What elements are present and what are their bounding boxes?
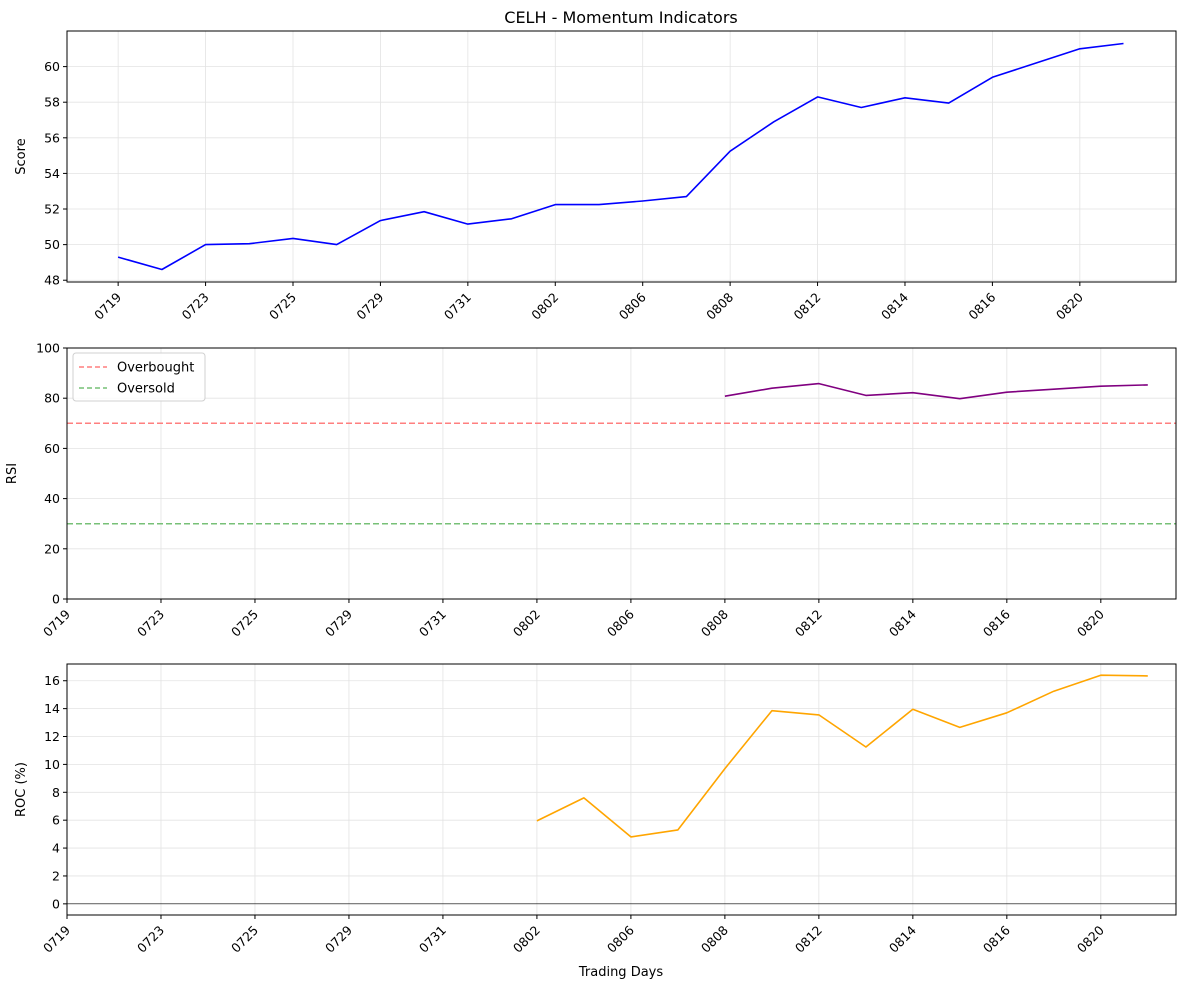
- series-line: [117, 42, 1124, 271]
- rsi-y-axis-label: RSI: [5, 463, 20, 484]
- legend-oversold-label: Oversold: [117, 382, 175, 397]
- y-tick-label: 48: [44, 273, 60, 288]
- roc-y-ticks: 0 2 4 6 8 10 12 14 16: [44, 673, 67, 911]
- score-axes-frame: [66, 30, 1177, 283]
- score-y-axis-label: Score: [14, 138, 29, 174]
- y-tick-label: 20: [44, 541, 60, 556]
- rsi-series: [724, 382, 1148, 400]
- y-tick-label: 2: [52, 868, 60, 883]
- score-series: [117, 42, 1124, 271]
- rsi-reference-lines: [67, 422, 1176, 525]
- y-tick-label: 0: [52, 592, 60, 607]
- y-tick-label: 6: [52, 813, 60, 828]
- y-tick-label: 14: [44, 701, 60, 716]
- y-tick-label: 16: [44, 673, 60, 688]
- series-line: [724, 382, 1148, 400]
- y-tick-label: 8: [52, 785, 60, 800]
- y-tick-label: 10: [44, 757, 60, 772]
- roc-x-axis-label: Trading Days: [578, 965, 663, 980]
- y-tick-label: 58: [44, 95, 60, 110]
- figure-title: CELH - Momentum Indicators: [504, 8, 737, 27]
- roc-series: [536, 674, 1148, 838]
- score-y-ticks: 48 50 52 54 56 58 60: [44, 59, 67, 288]
- y-tick-label: 80: [44, 391, 60, 406]
- y-tick-label: 12: [44, 729, 60, 744]
- y-tick-label: 54: [44, 166, 60, 181]
- y-tick-label: 60: [44, 441, 60, 456]
- legend-box: [72, 352, 206, 402]
- legend-overbought-label: Overbought: [117, 361, 194, 376]
- roc-axes-frame: [66, 663, 1177, 916]
- rsi-legend: Overbought Oversold: [72, 352, 206, 402]
- y-tick-label: 60: [44, 59, 60, 74]
- rsi-y-ticks: 0 20 40 60 80 100: [36, 341, 67, 607]
- y-tick-label: 0: [52, 896, 60, 911]
- y-tick-label: 100: [36, 341, 60, 356]
- score-grid: [67, 31, 1176, 282]
- y-tick-label: 40: [44, 491, 60, 506]
- series-line: [536, 674, 1148, 838]
- roc-y-axis-label: ROC (%): [14, 762, 29, 817]
- y-tick-label: 52: [44, 202, 60, 217]
- y-tick-label: 4: [52, 841, 60, 856]
- rsi-axes-frame: [66, 347, 1177, 600]
- y-tick-label: 56: [44, 130, 60, 145]
- y-tick-label: 50: [44, 237, 60, 252]
